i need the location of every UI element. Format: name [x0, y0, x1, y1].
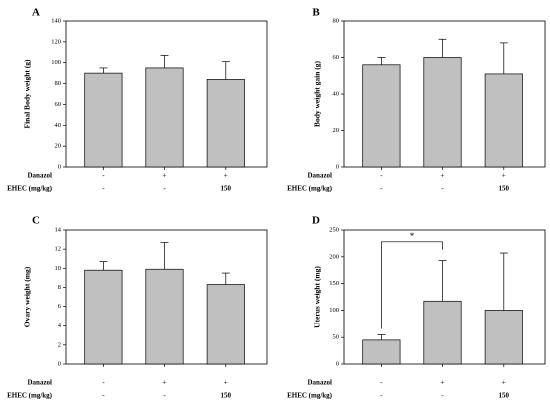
chart-2-ytick-label-3: 6 — [58, 303, 62, 310]
chart-1-ytick-label-0: 0 — [336, 163, 339, 170]
chart-2-condition-1-value-0: - — [102, 391, 105, 400]
chart-3-ytick-label-1: 50 — [333, 334, 340, 341]
chart-1-bar-1 — [423, 57, 462, 168]
chart-1-condition-0-value-0: - — [380, 171, 383, 180]
chart-0-condition-0-value-0: - — [102, 171, 105, 180]
chart-0-bar-1 — [145, 67, 184, 168]
chart-0-ytick-label-0: 0 — [58, 163, 61, 170]
chart-0-condition-0-value-1: + — [162, 171, 166, 180]
chart-2-condition-name-1: EHEC (mg/kg) — [7, 392, 53, 400]
chart-1-condition-1-value-2: 150 — [499, 185, 510, 193]
chart-3-ytick-label-5: 250 — [329, 226, 339, 233]
chart-3-panel: D 0 50 100 150 200 250 Uterus weight (mg) * Danaz… — [287, 215, 546, 400]
chart-0-ytick-label-4: 80 — [55, 80, 62, 87]
chart-2-condition-1-value-2: 150 — [221, 392, 232, 400]
chart-0-condition-0-value-2: + — [224, 171, 228, 180]
chart-3-condition-0-value-2: + — [502, 378, 506, 387]
chart-2-ytick-label-0: 0 — [58, 360, 61, 367]
chart-3-bar-0 — [362, 339, 401, 365]
chart-2-condition-name-0: Danazol — [28, 379, 53, 387]
chart-3-significance-label: * — [410, 231, 415, 241]
chart-2-ytick-label-4: 8 — [58, 284, 61, 291]
chart-0-bar-2 — [206, 79, 245, 168]
chart-3-condition-name-1: EHEC (mg/kg) — [287, 392, 333, 400]
chart-3-ytick-label-0: 0 — [336, 360, 339, 367]
chart-0-panel-letter: A — [32, 7, 40, 19]
chart-1-bar-2 — [484, 73, 523, 168]
chart-2-condition-0-value-0: - — [102, 378, 105, 387]
chart-0-ytick-label-2: 40 — [55, 122, 62, 129]
chart-3-panel-letter: D — [312, 215, 320, 227]
chart-1-ytick-label-4: 80 — [333, 17, 340, 24]
chart-3-ytick-label-4: 200 — [329, 253, 339, 260]
chart-2-ytick-label-1: 2 — [58, 341, 61, 348]
chart-2-bar-2 — [206, 284, 245, 365]
chart-3-condition-1-value-2: 150 — [499, 392, 510, 400]
chart-1-condition-1-value-1: - — [441, 184, 444, 193]
chart-2-ylabel: Ovary weight (mg) — [23, 266, 32, 327]
chart-0-panel: A 0 20 40 60 80 100 120 140 Final Body weight (g)… — [7, 7, 268, 193]
chart-3-bar-2 — [484, 310, 523, 365]
chart-1-ylabel: Body weight gain (g) — [313, 60, 322, 127]
chart-3-condition-1-value-1: - — [441, 391, 444, 400]
chart-2-bar-0 — [84, 269, 123, 365]
chart-3-bar-1 — [423, 300, 462, 365]
chart-1-condition-0-value-1: + — [440, 171, 444, 180]
chart-1-condition-name-1: EHEC (mg/kg) — [287, 185, 333, 193]
chart-2-condition-0-value-2: + — [224, 378, 228, 387]
chart-1-bar-0 — [362, 64, 401, 168]
chart-0-condition-1-value-2: 150 — [221, 185, 232, 193]
chart-3-ylabel: Uterus weight (mg) — [313, 266, 322, 328]
chart-3-condition-0-value-1: + — [440, 378, 444, 387]
chart-0-ytick-label-5: 100 — [51, 59, 61, 66]
chart-0-ytick-label-1: 20 — [55, 143, 62, 150]
chart-3-significance-bracket — [381, 241, 443, 329]
chart-0-ylabel: Final Body weight (g) — [23, 59, 32, 128]
chart-2-condition-0-value-1: + — [162, 378, 166, 387]
chart-0-ytick-label-3: 60 — [55, 101, 62, 108]
chart-3-ytick-label-2: 100 — [329, 307, 339, 314]
chart-1-ytick-label-3: 60 — [333, 54, 340, 61]
chart-1-panel-letter: B — [312, 7, 320, 19]
chart-2-ytick-label-6: 12 — [55, 246, 62, 253]
chart-2-panel: C 0 2 4 6 8 10 12 14 Ovary weight (mg) Danazol - + + E… — [7, 215, 268, 400]
chart-0-condition-name-1: EHEC (mg/kg) — [7, 185, 53, 193]
chart-0-condition-1-value-1: - — [163, 184, 166, 193]
chart-0-ytick-label-7: 140 — [51, 17, 61, 24]
chart-2-ytick-label-2: 4 — [58, 322, 62, 329]
chart-2-condition-1-value-1: - — [163, 391, 166, 400]
chart-3-condition-0-value-0: - — [380, 378, 383, 387]
chart-1-condition-0-value-2: + — [502, 171, 506, 180]
chart-0-condition-name-0: Danazol — [28, 172, 53, 180]
chart-0-condition-1-value-0: - — [102, 184, 105, 193]
chart-0-bar-0 — [84, 72, 123, 168]
chart-2-ytick-label-7: 14 — [55, 226, 62, 233]
chart-3-condition-1-value-0: - — [380, 391, 383, 400]
chart-1-condition-1-value-0: - — [380, 184, 383, 193]
chart-2-ytick-label-5: 10 — [55, 265, 62, 272]
chart-3-ytick-label-3: 150 — [329, 280, 339, 287]
chart-2-panel-letter: C — [32, 215, 40, 227]
chart-1-ytick-label-1: 20 — [333, 127, 340, 134]
chart-1-condition-name-0: Danazol — [308, 172, 333, 180]
chart-1-panel: B 0 20 40 60 80 Body weight gain (g) Danazol - + +… — [287, 7, 546, 193]
chart-2-bar-1 — [145, 268, 184, 365]
chart-0-ytick-label-6: 120 — [51, 38, 61, 45]
chart-3-condition-name-0: Danazol — [308, 379, 333, 387]
chart-1-ytick-label-2: 40 — [333, 90, 340, 97]
